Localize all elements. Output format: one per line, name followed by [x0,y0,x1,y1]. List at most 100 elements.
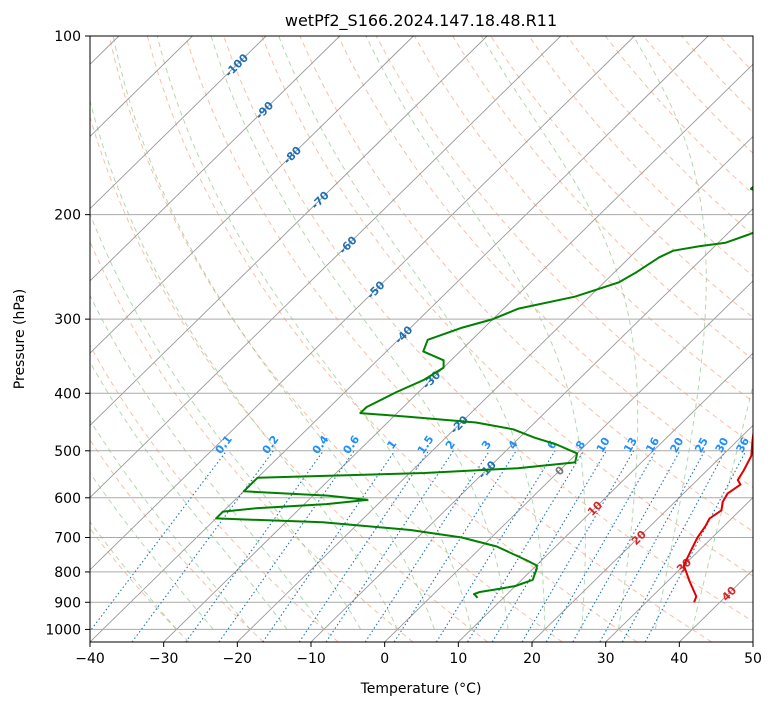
mixing-ratio-line [393,450,517,642]
dry-adiabat [642,36,753,154]
mixing-ratio-line [491,450,607,642]
mixing-ratio-labels: 0.1 0.2 0.4 0.6 1 1.5 2 3 4 6 8 10 13 16 20 25 30 36 [213,433,753,457]
isotherm-line [90,36,562,499]
dewpoint-line [215,185,753,599]
y-tick-label: 900 [54,595,81,611]
isotherm-line [458,352,753,642]
moist-adiabat [90,471,214,630]
mixing-ratio-label: 36 [733,435,752,455]
moist-adiabat [278,36,546,630]
moist-adiabat [156,36,472,630]
dry-adiabat [337,36,753,489]
chart-title: wetPf2_S166.2024.147.18.48.R11 [285,11,557,31]
moist-adiabat [632,36,707,630]
mixing-ratio-line [521,450,635,642]
mixing-ratio-line [621,450,726,642]
mixing-ratio-line [545,450,657,642]
isotherm-label: 0 [553,463,568,478]
mixing-ratio-label: 20 [668,435,687,455]
dry-adiabat [146,36,638,642]
mixing-ratio-label: 3 [479,438,494,452]
dry-adiabat [758,36,775,642]
isotherm-line [384,280,753,642]
isotherm-line [90,36,488,426]
mixing-ratio-label: 0.4 [310,433,332,457]
moist-adiabat [90,212,362,630]
mixing-ratio-line [467,450,585,642]
dry-adiabat [90,438,264,642]
dry-adiabat [681,36,753,113]
moist-adiabat [112,36,435,630]
x-tick-label: 30 [597,651,615,667]
moist-adiabat [480,36,639,630]
dry-adiabat [90,344,339,642]
mixing-ratio-label: 0.1 [213,433,235,456]
x-tick-label: 50 [744,651,762,667]
temperature-line [682,428,753,603]
x-tick-label: −20 [223,651,253,667]
x-axis-label: Temperature (°C) [360,681,482,697]
moist-adiabat [365,36,586,630]
x-tick-label: −30 [149,651,179,667]
dry-adiabat [528,36,753,277]
y-axis-ticks: 100 200 300 400 500 600 700 800 900 1000 [45,29,90,638]
isotherm-line [90,36,414,354]
mixing-ratio-line [262,450,396,642]
dry-adiabat [90,527,190,642]
mixing-ratio-label: 0.6 [340,433,362,457]
dry-adiabat [90,115,488,642]
mixing-ratio-line [131,450,274,642]
y-tick-label: 400 [54,386,81,402]
dry-adiabat [490,36,753,319]
isotherm-line [90,36,341,282]
dry-adiabat [261,36,753,577]
dry-adiabat [299,36,753,533]
profile-series [215,185,753,603]
mixing-ratio-label: 0.2 [260,433,282,456]
mixing-ratio-label: 25 [692,435,711,455]
isotherm-line [90,36,193,138]
isotherm-line [90,36,635,571]
moist-adiabat [90,361,288,630]
y-tick-label: 800 [54,565,81,581]
x-tick-label: −40 [75,651,105,667]
isotherm-line [605,496,753,642]
mixing-ratio-line [599,450,706,642]
mixing-ratio-line [644,450,747,642]
y-tick-label: 300 [54,312,81,328]
y-axis-label: Pressure (hPa) [12,289,28,389]
moist-adiabat [90,98,398,630]
mixing-ratio-label: 2 [443,438,458,452]
x-axis-ticks: −40 −30 −20 −10 0 10 20 30 40 50 [75,642,762,667]
x-tick-label: −10 [296,651,326,667]
mixing-ratio-line [298,450,430,642]
y-tick-label: 700 [54,531,81,547]
x-tick-label: 20 [523,651,541,667]
dry-adiabat [375,36,753,445]
isotherm-line [752,641,753,642]
isotherm-line [90,36,267,210]
isotherm-line [163,63,753,642]
mixing-ratio-label: 1.5 [415,433,437,456]
isotherm-line [531,424,753,642]
y-tick-label: 100 [54,29,81,45]
mixing-ratio-label: 16 [643,435,662,455]
mixing-ratio-label: 8 [573,438,588,451]
isotherm-line [90,36,709,642]
moist-adiabat [90,419,251,630]
isotherm-line [310,208,753,642]
dry-adiabat [223,36,753,623]
mixing-ratio-label: 30 [713,435,732,455]
moist-adiabat [90,521,177,630]
dry-adiabat [719,36,753,73]
y-tick-label: 600 [54,491,81,507]
isotherm-line [237,135,753,642]
y-tick-label: 500 [54,444,81,460]
moist-adiabat [210,36,509,630]
x-tick-label: 40 [670,651,688,667]
dry-adiabat [108,36,563,642]
x-tick-label: 10 [449,651,467,667]
mixing-ratio-line [364,450,491,642]
mixing-ratio-line [572,450,681,642]
